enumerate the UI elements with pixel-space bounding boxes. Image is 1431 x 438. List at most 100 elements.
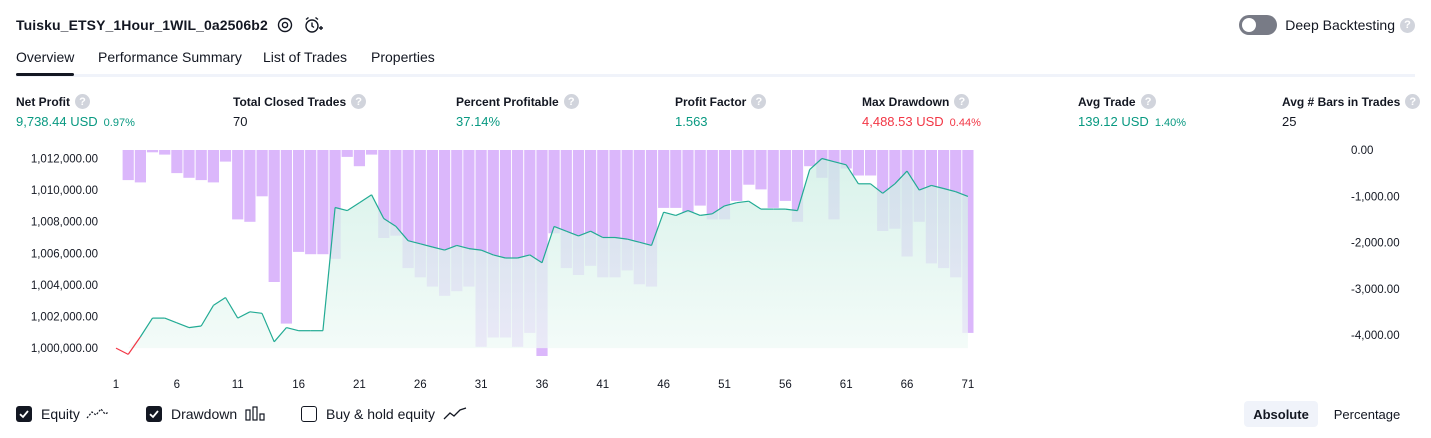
tab-properties[interactable]: Properties	[371, 49, 435, 65]
equity-line-segment	[383, 217, 397, 227]
strategy-header: Tuisku_ETSY_1Hour_1WIL_0a2506b2	[16, 14, 324, 36]
drawdown-bar	[414, 150, 426, 278]
x-axis-tick: 41	[596, 379, 609, 391]
add-alert-icon[interactable]	[302, 14, 324, 36]
x-axis-tick: 11	[232, 379, 244, 391]
settings-icon[interactable]	[274, 14, 296, 36]
drawdown-bar	[353, 150, 365, 167]
equity-line-segment	[517, 254, 530, 259]
drawdown-bar	[877, 150, 889, 231]
help-icon[interactable]: ?	[1400, 17, 1415, 33]
drawdown-bars-icon	[245, 406, 265, 422]
metric-value: 25	[1282, 114, 1297, 129]
drawdown-bar	[499, 150, 512, 338]
metric-avg-bars: Avg # Bars in Trades? 25	[1282, 94, 1421, 129]
equity-line-segment	[748, 200, 762, 210]
info-icon[interactable]: ?	[351, 94, 367, 109]
drawdown-bar	[439, 150, 451, 296]
left-axis-tick: 1,006,000.00	[31, 248, 98, 260]
buyhold-checkbox[interactable]	[301, 406, 317, 422]
drawdown-checkbox[interactable]	[146, 406, 162, 422]
equity-line-segment	[249, 311, 263, 314]
info-icon[interactable]: ?	[954, 94, 970, 109]
equity-line-segment	[188, 325, 202, 329]
equity-checkbox[interactable]	[16, 406, 32, 422]
x-axis-tick: 36	[536, 379, 549, 391]
equity-line-segment	[870, 183, 884, 194]
equity-line-segment	[614, 236, 628, 240]
equity-toggle[interactable]: Equity	[16, 402, 110, 426]
drawdown-bar	[268, 150, 280, 282]
drawdown-bar	[804, 150, 816, 167]
percentage-button[interactable]: Percentage	[1333, 406, 1401, 422]
metric-value: 1.563	[675, 114, 708, 129]
buyhold-toggle[interactable]: Buy & hold equity	[301, 402, 467, 426]
x-axis-tick: 6	[174, 379, 180, 391]
drawdown-bar	[621, 150, 633, 271]
drawdown-toggle[interactable]: Drawdown	[146, 402, 265, 426]
tab-overview[interactable]: Overview	[16, 49, 75, 76]
metric-label: Total Closed Trades	[233, 94, 347, 109]
drawdown-bar	[767, 150, 779, 208]
drawdown-bar	[341, 150, 353, 157]
drawdown-bar	[122, 150, 134, 181]
metric-value: 4,488.53 USD	[862, 114, 944, 129]
drawdown-bar	[779, 150, 791, 201]
drawdown-bar	[512, 150, 524, 347]
drawdown-bar	[913, 150, 925, 222]
equity-line-segment	[224, 297, 239, 319]
equity-line-segment	[541, 226, 555, 263]
drawdown-bar	[670, 150, 682, 208]
left-axis-tick: 1,008,000.00	[31, 217, 98, 229]
info-icon[interactable]: ?	[1405, 94, 1421, 109]
drawdown-bar	[451, 150, 463, 292]
drawdown-bar	[731, 150, 743, 201]
drawdown-bar	[658, 150, 670, 208]
metric-max-drawdown: Max Drawdown? 4,488.53 USD 0.44%	[862, 94, 981, 129]
x-axis-tick: 71	[962, 379, 975, 391]
left-axis-tick: 1,002,000.00	[31, 312, 98, 324]
equity-line-segment	[590, 230, 604, 239]
buyhold-label: Buy & hold equity	[326, 406, 435, 422]
toggle-knob	[1242, 18, 1257, 32]
info-icon[interactable]: ?	[563, 94, 579, 109]
equity-line-segment	[943, 187, 956, 193]
equity-line-segment	[675, 210, 689, 216]
drawdown-bar	[633, 150, 645, 285]
absolute-button[interactable]: Absolute	[1244, 401, 1318, 427]
deep-backtesting: Deep Backtesting ?	[1239, 14, 1415, 36]
drawdown-bar	[852, 150, 864, 176]
drawdown-bar	[791, 150, 804, 222]
metric-value: 9,738.44 USD	[16, 114, 98, 129]
metric-value: 139.12 USD	[1078, 114, 1149, 129]
drawdown-bar	[219, 150, 232, 162]
equity-line-segment	[882, 183, 896, 194]
drawdown-bar	[293, 150, 305, 252]
metric-label: Profit Factor	[675, 94, 747, 109]
info-icon[interactable]: ?	[75, 94, 90, 109]
tab-performance-summary[interactable]: Performance Summary	[98, 49, 242, 65]
drawdown-bar	[305, 150, 317, 255]
info-icon[interactable]: ?	[751, 94, 767, 109]
drawdown-bar	[560, 150, 572, 269]
drawdown-bar	[475, 150, 487, 347]
info-icon[interactable]: ?	[1140, 94, 1156, 109]
x-axis-tick: 21	[353, 379, 366, 391]
drawdown-bar	[463, 150, 475, 287]
drawdown-bar	[524, 150, 536, 333]
left-axis-tick: 1,012,000.00	[31, 154, 98, 166]
drawdown-bar	[645, 150, 658, 287]
equity-line-segment	[139, 317, 154, 338]
drawdown-bar	[426, 150, 438, 287]
tab-list-of-trades[interactable]: List of Trades	[263, 49, 348, 65]
drawdown-bar	[329, 150, 341, 259]
equity-line-segment	[796, 169, 811, 211]
deep-backtesting-toggle[interactable]	[1239, 15, 1278, 35]
drawdown-bar	[317, 150, 329, 255]
drawdown-bar	[146, 150, 159, 153]
drawdown-bar	[244, 150, 256, 222]
equity-line-segment	[578, 230, 591, 237]
metric-label: Net Profit	[16, 94, 70, 109]
buyhold-line-icon	[443, 406, 467, 422]
x-axis-tick: 16	[292, 379, 305, 391]
